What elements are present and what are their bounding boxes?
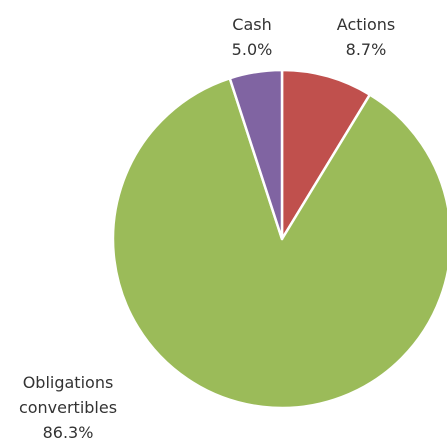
value-label: 86.3% bbox=[42, 423, 94, 442]
value-label: 5.0% bbox=[231, 40, 273, 59]
pie-slice bbox=[111, 77, 447, 410]
category-label: Actions bbox=[336, 15, 396, 34]
slice-label: Actions 8.7% bbox=[337, 12, 395, 62]
category-label: Obligations convertibles bbox=[18, 373, 118, 417]
value-label: 8.7% bbox=[345, 40, 387, 59]
pie-slice bbox=[280, 68, 372, 241]
slice-label: Cash 5.0% bbox=[232, 12, 273, 62]
category-label: Cash bbox=[232, 15, 272, 34]
pie-slice bbox=[228, 68, 284, 241]
slice-label: Obligations convertibles 86.3% bbox=[8, 370, 128, 445]
